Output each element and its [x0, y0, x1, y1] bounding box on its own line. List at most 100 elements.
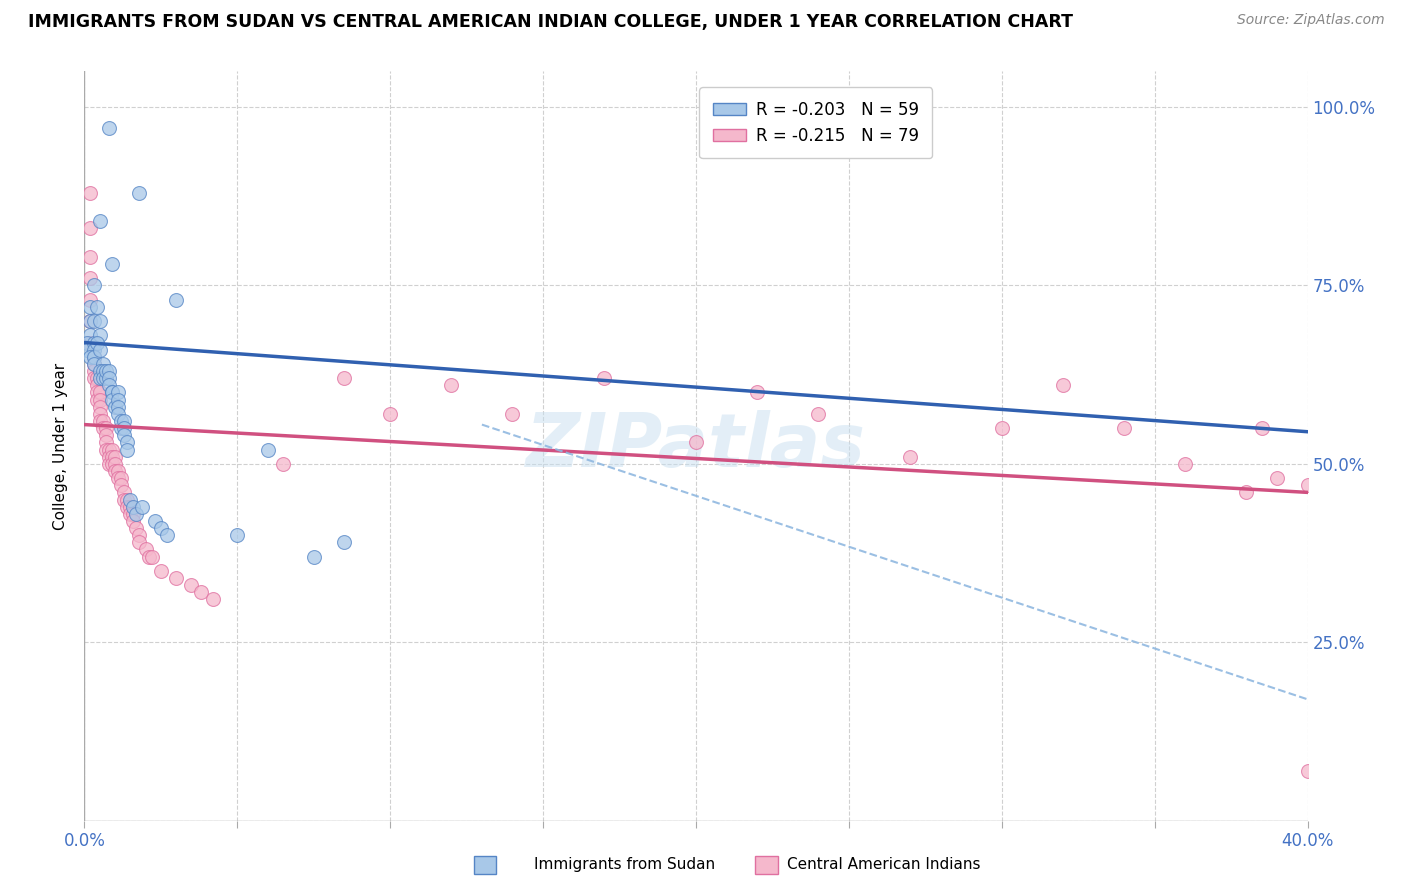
- Point: [201, 592, 224, 607]
- Point: [79, 250, 101, 264]
- Point: [502, 407, 524, 421]
- Point: [128, 528, 150, 542]
- Point: [83, 343, 105, 357]
- Point: [115, 500, 138, 514]
- Bar: [755, 856, 778, 874]
- Point: [125, 507, 148, 521]
- Point: [76, 343, 98, 357]
- Point: [302, 549, 325, 564]
- Point: [131, 500, 153, 514]
- Point: [125, 521, 148, 535]
- Point: [1052, 378, 1074, 392]
- Point: [104, 464, 127, 478]
- Point: [112, 485, 135, 500]
- Point: [143, 514, 166, 528]
- Point: [79, 350, 101, 364]
- Point: [94, 371, 117, 385]
- Point: [94, 364, 117, 378]
- Point: [107, 392, 129, 407]
- Point: [110, 414, 132, 428]
- Point: [79, 300, 101, 314]
- Point: [89, 328, 111, 343]
- Point: [110, 421, 132, 435]
- Point: [120, 507, 142, 521]
- Point: [83, 350, 105, 364]
- Point: [91, 371, 114, 385]
- Point: [97, 364, 120, 378]
- Point: [101, 385, 124, 400]
- Point: [138, 549, 160, 564]
- Point: [79, 314, 101, 328]
- Point: [79, 335, 101, 350]
- Point: [1296, 764, 1319, 778]
- Point: [112, 421, 135, 435]
- Point: [120, 500, 142, 514]
- Point: [83, 350, 105, 364]
- Point: [101, 457, 124, 471]
- Point: [89, 392, 111, 407]
- Point: [101, 392, 124, 407]
- Point: [115, 442, 138, 457]
- Point: [86, 335, 108, 350]
- Legend: R = -0.203   N = 59, R = -0.215   N = 79: R = -0.203 N = 59, R = -0.215 N = 79: [699, 87, 932, 158]
- Point: [97, 442, 120, 457]
- Point: [156, 528, 179, 542]
- Point: [257, 442, 280, 457]
- Point: [86, 371, 108, 385]
- Point: [440, 378, 463, 392]
- Point: [89, 414, 111, 428]
- Point: [83, 371, 105, 385]
- Point: [141, 549, 163, 564]
- Point: [1114, 421, 1136, 435]
- Point: [79, 186, 101, 200]
- Point: [97, 457, 120, 471]
- Point: [97, 121, 120, 136]
- Point: [97, 371, 120, 385]
- Point: [79, 221, 101, 235]
- Point: [79, 293, 101, 307]
- Point: [76, 335, 98, 350]
- Point: [107, 400, 129, 414]
- Point: [120, 492, 142, 507]
- Point: [89, 407, 111, 421]
- Point: [83, 357, 105, 371]
- Point: [122, 507, 145, 521]
- Point: [89, 343, 111, 357]
- Point: [83, 357, 105, 371]
- Point: [991, 421, 1014, 435]
- Point: [107, 471, 129, 485]
- Point: [83, 278, 105, 293]
- Point: [1265, 471, 1288, 485]
- Point: [94, 428, 117, 442]
- Bar: [474, 856, 496, 874]
- Point: [271, 457, 294, 471]
- Point: [91, 357, 114, 371]
- Point: [91, 414, 114, 428]
- Point: [86, 392, 108, 407]
- Point: [101, 450, 124, 464]
- Point: [1236, 485, 1258, 500]
- Point: [89, 400, 111, 414]
- Point: [104, 450, 127, 464]
- Point: [79, 328, 101, 343]
- Point: [165, 571, 187, 585]
- Point: [91, 364, 114, 378]
- Point: [94, 442, 117, 457]
- Text: ZIPatlas: ZIPatlas: [526, 409, 866, 483]
- Point: [333, 535, 356, 549]
- Point: [226, 528, 249, 542]
- Point: [97, 450, 120, 464]
- Point: [79, 271, 101, 285]
- Point: [190, 585, 212, 599]
- Point: [94, 421, 117, 435]
- Text: Central American Indians: Central American Indians: [787, 857, 981, 872]
- Point: [86, 300, 108, 314]
- Point: [83, 314, 105, 328]
- Point: [122, 514, 145, 528]
- Point: [807, 407, 830, 421]
- Point: [593, 371, 616, 385]
- Point: [115, 435, 138, 450]
- Point: [89, 364, 111, 378]
- Point: [89, 385, 111, 400]
- Point: [83, 350, 105, 364]
